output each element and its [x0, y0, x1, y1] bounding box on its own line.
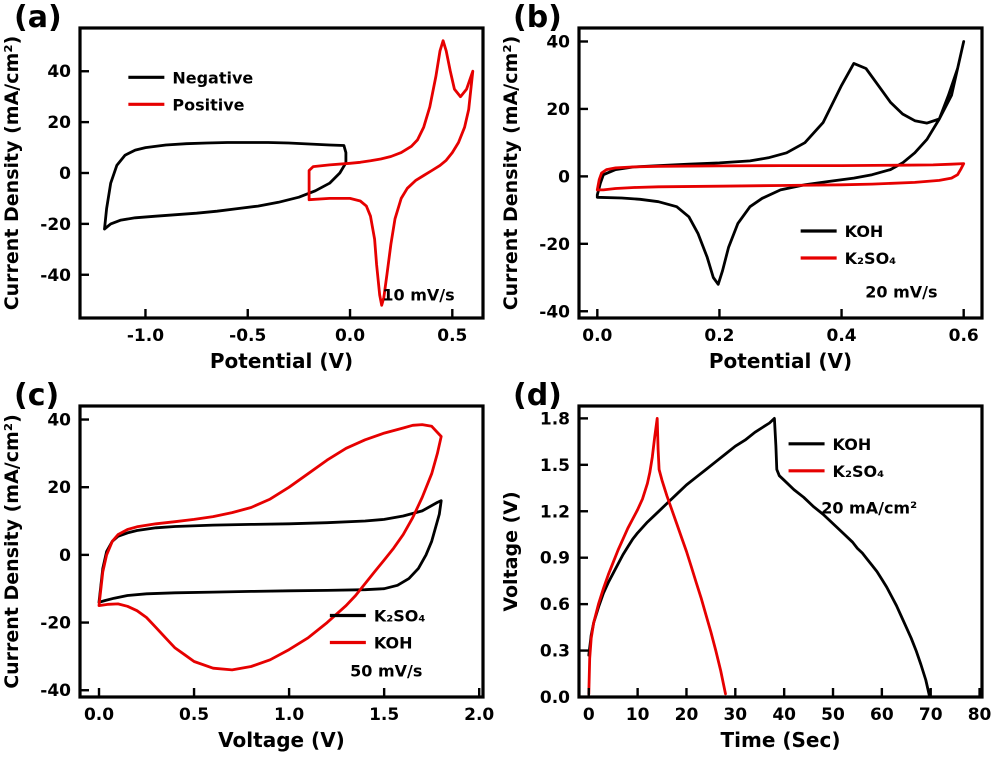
svg-text:0.0: 0.0: [335, 326, 365, 346]
svg-text:0: 0: [583, 705, 595, 725]
svg-text:20: 20: [47, 478, 71, 498]
svg-text:60: 60: [870, 705, 894, 725]
svg-text:10 mV/s: 10 mV/s: [382, 286, 454, 305]
svg-text:-40: -40: [40, 681, 71, 701]
svg-text:1.0: 1.0: [274, 705, 304, 725]
svg-text:40: 40: [47, 62, 71, 82]
svg-text:0.9: 0.9: [540, 549, 570, 569]
svg-text:40: 40: [47, 411, 71, 431]
svg-text:70: 70: [919, 705, 943, 725]
panel-a-plot: -1.0 -0.5 0.0 0.5 -40 -20 0 20 40 Potential (V) Cu…: [1, 26, 485, 373]
panel-b: (b) 0.0 0.2 0.4 0.6 -40 -20 0 20 40 Potential (V)…: [499, 0, 998, 378]
panel-c: (c) 0.0 0.5 1.0 1.5 2.0 -40 -20 0 20 40 Voltage (V…: [0, 378, 499, 757]
svg-text:KOH: KOH: [833, 435, 872, 454]
svg-text:0.2: 0.2: [704, 326, 734, 346]
svg-text:0.6: 0.6: [540, 595, 570, 615]
panel-c-plot: 0.0 0.5 1.0 1.5 2.0 -40 -20 0 20 40 Voltage (V) Cur…: [1, 404, 494, 752]
svg-text:50 mV/s: 50 mV/s: [350, 662, 422, 681]
svg-text:-20: -20: [539, 235, 570, 255]
svg-text:20: 20: [546, 100, 570, 120]
svg-text:0.5: 0.5: [437, 326, 467, 346]
panel-c-label: (c): [14, 378, 60, 413]
svg-text:20: 20: [675, 705, 699, 725]
panel-d-label: (d): [513, 378, 562, 413]
svg-text:1.2: 1.2: [540, 502, 570, 522]
svg-text:50: 50: [821, 705, 845, 725]
svg-text:Positive: Positive: [172, 95, 244, 114]
panel-d-plot: 0 10 20 30 40 50 60 70 80 0.0 0.3 0.6 0.9 1.2 1.5 1.8 Ti…: [500, 404, 992, 752]
svg-text:Potential (V): Potential (V): [210, 349, 353, 373]
panel-b-plot: 0.0 0.2 0.4 0.6 -40 -20 0 20 40 Potential (V) Curr…: [500, 26, 984, 373]
svg-text:0.0: 0.0: [540, 688, 570, 708]
svg-text:20 mV/s: 20 mV/s: [865, 283, 937, 302]
svg-text:40: 40: [546, 32, 570, 52]
svg-text:Voltage (V): Voltage (V): [218, 728, 345, 752]
svg-text:Negative: Negative: [172, 68, 253, 87]
svg-text:K₂SO₄: K₂SO₄: [374, 607, 426, 626]
svg-text:-40: -40: [539, 302, 570, 322]
svg-text:0.0: 0.0: [582, 326, 612, 346]
svg-text:KOH: KOH: [374, 634, 413, 653]
svg-text:1.8: 1.8: [540, 409, 570, 429]
svg-text:20 mA/cm²: 20 mA/cm²: [821, 499, 917, 518]
svg-text:Current Density (mA/cm²): Current Density (mA/cm²): [500, 36, 522, 311]
svg-text:-20: -20: [40, 215, 71, 235]
svg-text:Time (Sec): Time (Sec): [721, 728, 841, 752]
svg-text:-40: -40: [40, 266, 71, 286]
svg-text:20: 20: [47, 113, 71, 133]
svg-text:-0.5: -0.5: [229, 326, 266, 346]
svg-text:Current Density (mA/cm²): Current Density (mA/cm²): [1, 414, 23, 689]
svg-text:1.5: 1.5: [540, 456, 570, 476]
svg-text:10: 10: [626, 705, 650, 725]
svg-text:0: 0: [59, 164, 71, 184]
panel-d: (d) 0 10 20 30 40 50 60 70 80 0.0 0.3 0.6 0.9 1.2 1.5 1…: [499, 378, 998, 757]
svg-text:0.3: 0.3: [540, 642, 570, 662]
svg-text:0: 0: [558, 167, 570, 187]
svg-text:40: 40: [772, 705, 796, 725]
svg-text:0.0: 0.0: [84, 705, 114, 725]
svg-text:0.6: 0.6: [949, 326, 979, 346]
svg-text:Voltage (V): Voltage (V): [500, 491, 522, 611]
svg-text:Current Density (mA/cm²): Current Density (mA/cm²): [1, 36, 23, 311]
svg-text:Potential (V): Potential (V): [709, 349, 852, 373]
panel-a-label: (a): [14, 0, 62, 35]
svg-text:0.5: 0.5: [179, 705, 209, 725]
svg-text:-1.0: -1.0: [127, 326, 164, 346]
svg-text:KOH: KOH: [845, 222, 884, 241]
svg-text:1.5: 1.5: [369, 705, 399, 725]
panel-b-label: (b): [513, 0, 562, 35]
svg-text:0.4: 0.4: [826, 326, 856, 346]
svg-text:0: 0: [59, 546, 71, 566]
svg-text:K₂SO₄: K₂SO₄: [833, 462, 885, 481]
svg-text:80: 80: [968, 705, 992, 725]
panel-a: (a) -1.0 -0.5 0.0 0.5 -40 -20 0 20 40 Potential (…: [0, 0, 499, 378]
svg-text:-20: -20: [40, 614, 71, 634]
svg-text:K₂SO₄: K₂SO₄: [845, 249, 897, 268]
svg-text:30: 30: [723, 705, 747, 725]
svg-text:2.0: 2.0: [464, 705, 494, 725]
